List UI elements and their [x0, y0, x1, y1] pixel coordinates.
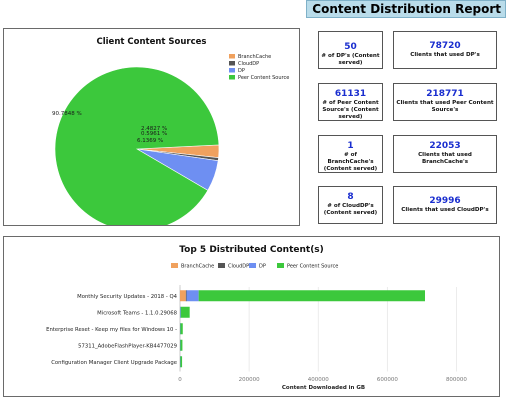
stat-card-1-right: 78720 Clients that used DP's	[393, 31, 497, 69]
y-category-label: Configuration Manager Client Upgrade Pac…	[51, 360, 177, 366]
pie-chart-title: Client Content Sources	[96, 37, 207, 47]
stat-card-4-left: 8 # of CloudDP's (Content served)	[318, 186, 383, 224]
stat-label: # of Peer Content Source's (Content serv…	[322, 100, 379, 120]
stat-value: 8	[347, 192, 354, 202]
pie-slice-peer-content-source[interactable]	[54, 66, 220, 225]
stat-value: 22053	[429, 141, 461, 151]
bar-segment-branchcache[interactable]	[180, 290, 186, 302]
client-content-sources-panel: Client Content Sources 2.4827 % 0.5961 % 6…	[3, 28, 300, 226]
stat-value: 29996	[429, 196, 461, 206]
stat-card-3-left: 1 # of BranchCache's (Content served)	[318, 135, 383, 173]
bar-segment-peer-content-source[interactable]	[180, 323, 183, 335]
x-tick-label: 600000	[377, 377, 398, 383]
x-tick-label: 800000	[446, 377, 467, 383]
bar-legend-swatch-peer-content-source	[277, 263, 284, 268]
stat-label: Clients that used CloudDP's	[401, 207, 489, 213]
bar-legend-label-dp[interactable]: DP	[259, 264, 266, 270]
stat-card-1-left: 50 # of DP's (Content served)	[318, 31, 383, 69]
bar-chart-title: Top 5 Distributed Content(s)	[179, 245, 324, 255]
legend-swatch-clouddp	[229, 61, 235, 66]
legend-swatch-branchcache	[229, 54, 235, 59]
stat-label: # of BranchCache's (Content served)	[323, 152, 378, 172]
stat-value: 50	[344, 42, 357, 52]
stat-label: Clients that used Peer Content Source's	[396, 100, 494, 113]
legend-label-clouddp[interactable]: CloudDP	[238, 61, 259, 67]
stat-value: 78720	[429, 41, 461, 51]
bar-segment-peer-content-source[interactable]	[198, 290, 425, 302]
y-category-label: 57311_AdobeFlashPlayer-KB4477029	[78, 343, 177, 349]
x-tick-label: 400000	[308, 377, 329, 383]
x-tick-label: 200000	[239, 377, 260, 383]
bar-legend-label-peer-content-source[interactable]: Peer Content Source	[287, 264, 338, 270]
stat-card-3-right: 22053 Clients that used BranchCache's	[393, 135, 497, 173]
y-category-label: Microsoft Teams - 1.1.0.29068	[97, 310, 177, 316]
stat-label: # of DP's (Content served)	[321, 53, 380, 66]
bar-legend-swatch-branchcache	[171, 263, 178, 268]
x-axis-title: Content Downloaded in GB	[282, 385, 365, 391]
bar-segment-peer-content-source[interactable]	[180, 339, 183, 351]
bar-segment-dp[interactable]	[180, 306, 181, 318]
stat-label: # of CloudDP's (Content served)	[323, 203, 378, 216]
legend-label-branchcache[interactable]: BranchCache	[238, 54, 271, 60]
pie-data-label-peer-content-source: 90.7848 %	[52, 111, 82, 117]
y-category-label: Enterprise Reset - Keep my files for Win…	[46, 327, 177, 333]
stat-value: 218771	[426, 89, 464, 99]
pie-data-label-clouddp: 0.5961 %	[141, 131, 167, 137]
legend-swatch-dp	[229, 68, 235, 73]
stat-label: Clients that used DP's	[410, 52, 480, 58]
legend-swatch-peer-content-source	[229, 75, 235, 80]
x-tick-label: 0	[178, 377, 182, 383]
pie-chart: 2.4827 %0.5961 %6.1369 % 90.7848 % BranchC…	[52, 54, 289, 225]
stat-card-2-left: 61131 # of Peer Content Source's (Content…	[318, 83, 383, 121]
stat-card-4-right: 29996 Clients that used CloudDP's	[393, 186, 497, 224]
pie-data-label-dp: 6.1369 %	[137, 138, 163, 144]
top-distributed-content-panel: Top 5 Distributed Content(s) BranchCache…	[3, 236, 500, 397]
bar-segment-dp[interactable]	[186, 290, 199, 302]
y-category-label: Monthly Security Updates - 2018 - Q4	[77, 294, 177, 300]
pie-data-label-branchcache: 2.4827 %	[141, 126, 167, 132]
bar-segment-clouddp[interactable]	[185, 290, 187, 302]
bar-legend-label-branchcache[interactable]: BranchCache	[181, 264, 214, 270]
stat-card-2-right: 218771 Clients that used Peer Content Sou…	[393, 83, 497, 121]
stat-label: Clients that used BranchCache's	[418, 152, 472, 165]
bar-segment-peer-content-source[interactable]	[180, 306, 190, 318]
bar-legend-swatch-dp	[249, 263, 256, 268]
bar-segment-peer-content-source[interactable]	[180, 356, 183, 368]
stat-value: 61131	[334, 89, 367, 99]
bar-legend-label-clouddp[interactable]: CloudDP	[228, 264, 249, 270]
bar-chart: BranchCache CloudDP DP Peer Content Source 0…	[46, 263, 467, 391]
stat-value: 1	[347, 141, 354, 151]
legend-label-dp[interactable]: DP	[238, 68, 245, 74]
report-title: Content Distribution Report	[306, 0, 506, 18]
bar-legend-swatch-clouddp	[218, 263, 225, 268]
legend-label-peer-content-source[interactable]: Peer Content Source	[238, 75, 289, 81]
